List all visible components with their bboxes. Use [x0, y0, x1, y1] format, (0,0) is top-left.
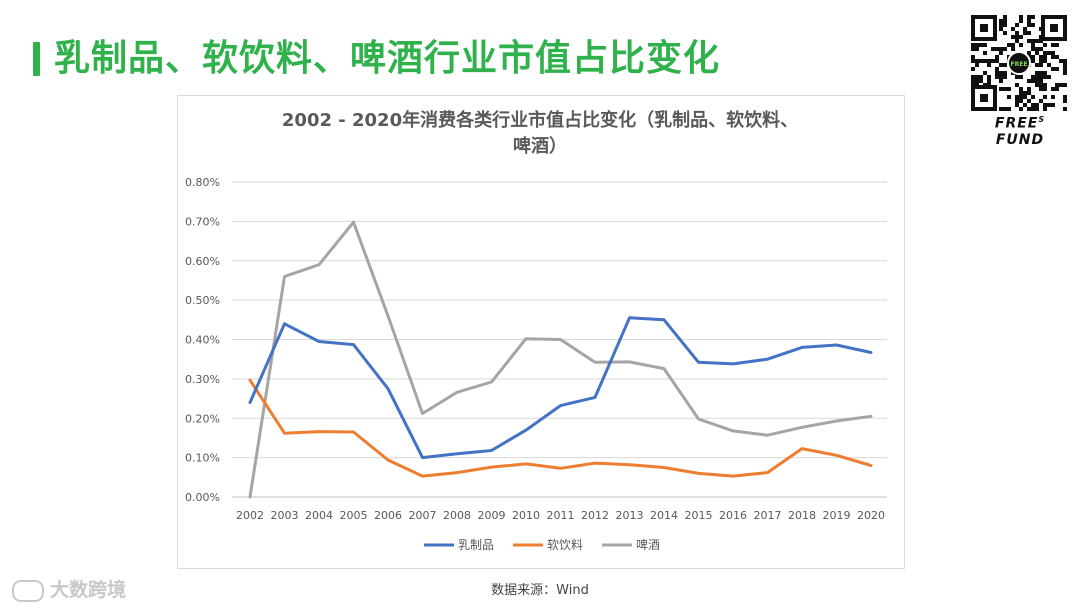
x-tick-label: 2011: [547, 509, 575, 522]
y-tick-label: 0.50%: [185, 294, 220, 307]
y-tick-label: 0.30%: [185, 373, 220, 386]
x-tick-label: 2009: [478, 509, 506, 522]
brand-logo: FREES FUND: [970, 115, 1070, 148]
data-source: 数据来源：Wind: [491, 583, 589, 598]
x-tick-label: 2005: [340, 509, 368, 522]
x-tick-label: 2015: [685, 509, 713, 522]
y-tick-label: 0.00%: [185, 491, 220, 504]
series-line-0: [248, 316, 873, 460]
chart-title: 2002 - 2020年消费各类行业市值占比变化（乳制品、软饮料、 啤酒）: [190, 108, 890, 160]
x-tick-label: 2008: [443, 509, 471, 522]
watermark-text: 大数跨境: [50, 579, 127, 601]
y-tick-label: 0.10%: [185, 452, 220, 465]
x-tick-label: 2018: [788, 509, 816, 522]
y-tick-label: 0.80%: [185, 176, 220, 189]
qr-center-logo: FREE: [1011, 61, 1028, 68]
brand-superscript: S: [1038, 115, 1046, 124]
title-accent-bar: [33, 42, 40, 76]
y-tick-label: 0.70%: [185, 215, 220, 228]
x-tick-label: 2017: [754, 509, 782, 522]
x-tick-label: 2006: [374, 509, 402, 522]
qr-code: FREE: [971, 15, 1067, 111]
legend-label-0: 乳制品: [458, 538, 494, 552]
x-tick-label: 2004: [305, 509, 333, 522]
watermark-logo-icon: [12, 579, 44, 602]
x-tick-label: 2019: [823, 509, 851, 522]
series-line-2: [248, 220, 873, 499]
y-tick-label: 0.60%: [185, 255, 220, 268]
x-tick-label: 2002: [236, 509, 264, 522]
brand-name: FREE: [994, 115, 1039, 132]
chart-title-line2: 啤酒）: [513, 136, 567, 157]
x-tick-label: 2007: [409, 509, 437, 522]
brand-suffix: FUND: [995, 131, 1045, 148]
x-tick-label: 2010: [512, 509, 540, 522]
x-tick-label: 2014: [650, 509, 678, 522]
legend-label-1: 软饮料: [547, 538, 583, 552]
x-tick-label: 2012: [581, 509, 609, 522]
x-tick-label: 2020: [857, 509, 885, 522]
chart-title-line1: 2002 - 2020年消费各类行业市值占比变化（乳制品、软饮料、: [281, 110, 799, 131]
legend-label-2: 啤酒: [636, 537, 660, 552]
y-tick-label: 0.40%: [185, 334, 220, 347]
watermark: 大数跨境: [12, 575, 126, 602]
x-tick-label: 2003: [271, 509, 299, 522]
x-tick-label: 2013: [616, 509, 644, 522]
page-title: 乳制品、软饮料、啤酒行业市值占比变化: [54, 38, 721, 79]
y-tick-label: 0.20%: [185, 412, 220, 425]
x-tick-label: 2016: [719, 509, 747, 522]
series-line-1: [248, 378, 873, 478]
